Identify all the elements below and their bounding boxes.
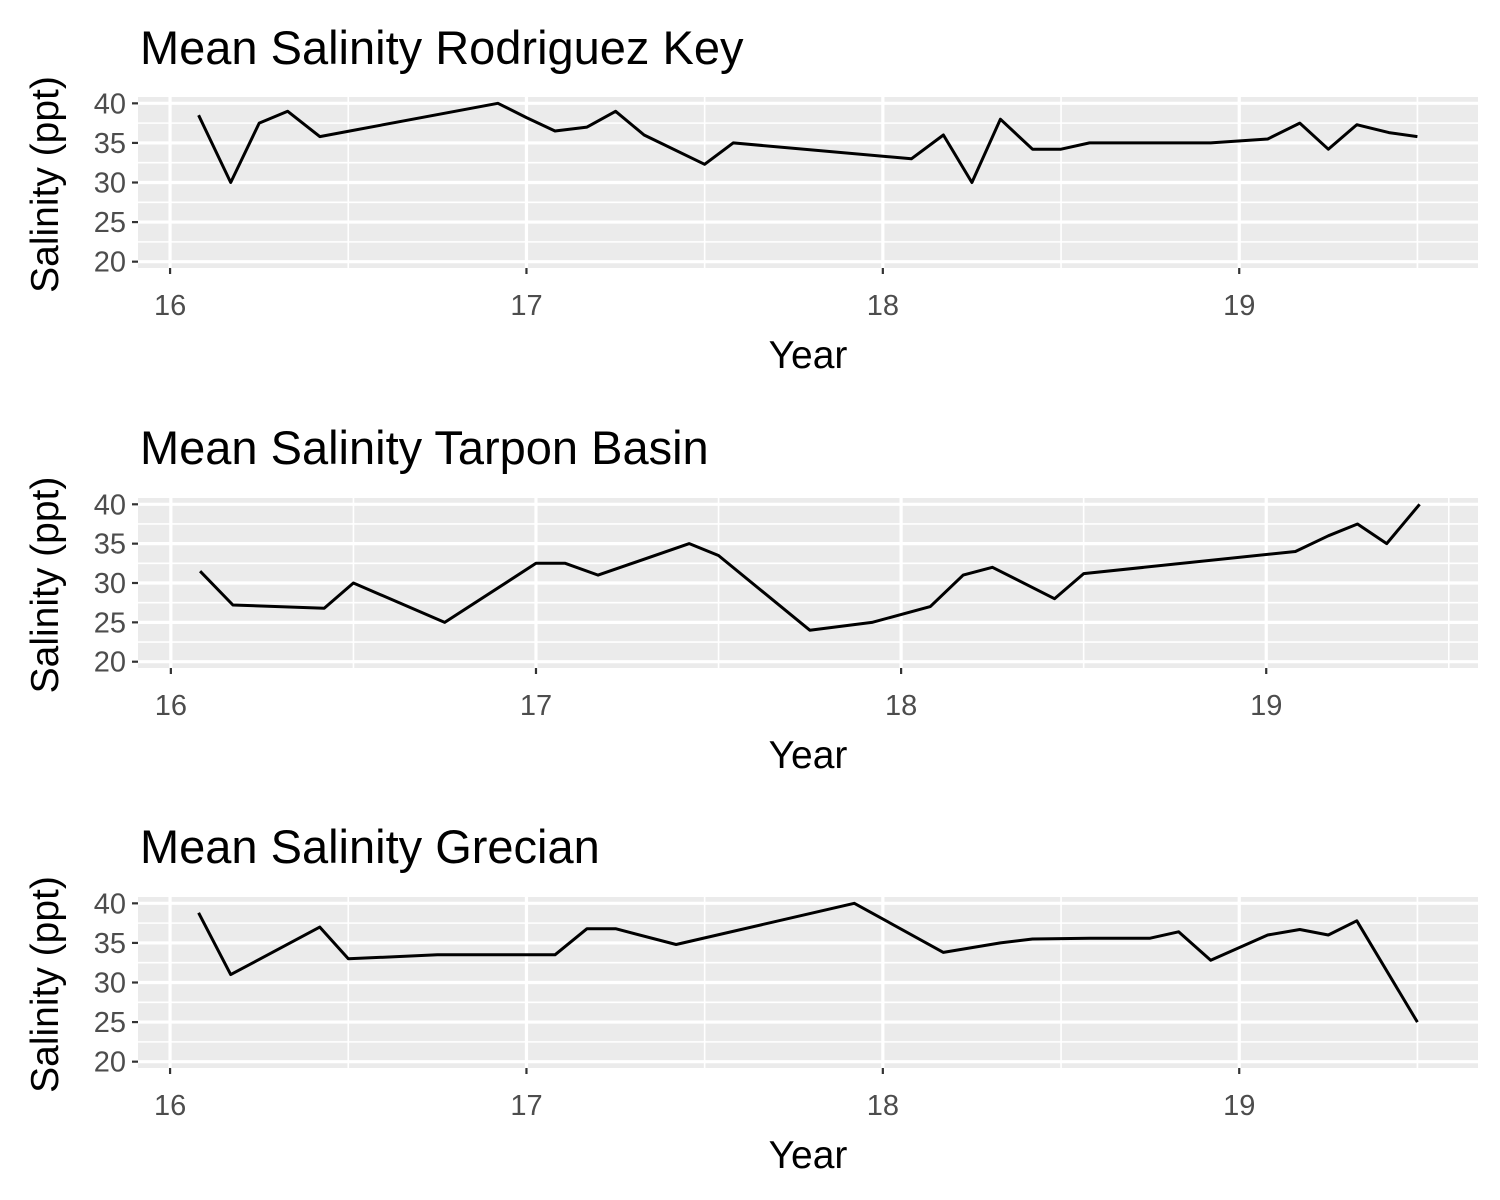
- x-tick-label: 16: [154, 1090, 186, 1122]
- y-axis-title: Salinity (ppt): [24, 76, 67, 293]
- x-tick-label: 16: [155, 690, 187, 722]
- y-tick-label: 35: [94, 928, 126, 960]
- chart-title: Mean Salinity Tarpon Basin: [140, 421, 709, 474]
- salinity-line: [197, 901, 1419, 1023]
- y-tick-label: 20: [94, 1047, 126, 1079]
- x-tick-label: 19: [1223, 290, 1255, 322]
- y-tick-label: 20: [94, 247, 126, 279]
- x-axis-title: Year: [769, 734, 848, 777]
- x-axis-title: Year: [769, 334, 848, 377]
- y-tick-label: 30: [94, 968, 126, 1000]
- x-tick-label: 17: [510, 290, 542, 322]
- y-axis-title: Salinity (ppt): [24, 876, 67, 1093]
- y-tick-label: 30: [94, 168, 126, 200]
- y-tick-label: 35: [94, 128, 126, 160]
- y-tick-label: 40: [94, 888, 126, 920]
- x-axis-title: Year: [769, 1134, 848, 1177]
- y-tick-label: 40: [94, 489, 126, 521]
- chart-panel-2: Mean Salinity Tarpon Basin 20 25 30 35 40 16 17…: [24, 421, 1478, 777]
- x-tick-label: 19: [1250, 690, 1282, 722]
- chart-title: Mean Salinity Rodriguez Key: [140, 21, 744, 74]
- x-tick-label: 17: [510, 1090, 542, 1122]
- x-tick-label: 19: [1223, 1090, 1255, 1122]
- x-tick-label: 18: [867, 1090, 899, 1122]
- chart-panel-3: Mean Salinity Grecian 20 25 30 35 40 16 17 18 19 Y…: [24, 820, 1478, 1177]
- y-axis-title: Salinity (ppt): [24, 477, 67, 694]
- x-tick-label: 18: [867, 290, 899, 322]
- chart-title: Mean Salinity Grecian: [140, 820, 600, 873]
- y-tick-label: 25: [94, 207, 126, 239]
- chart-panel-1: Mean Salinity Rodriguez Key 20 25 30 35 40 16 1…: [24, 21, 1478, 377]
- y-tick-label: 40: [94, 88, 126, 120]
- y-tick-label: 25: [94, 1007, 126, 1039]
- x-tick-label: 17: [520, 690, 552, 722]
- x-tick-label: 18: [885, 690, 917, 722]
- salinity-line: [197, 101, 1418, 184]
- x-tick-label: 16: [154, 290, 186, 322]
- y-tick-label: 30: [94, 568, 126, 600]
- salinity-line: [199, 503, 1421, 632]
- y-tick-label: 35: [94, 529, 126, 561]
- y-tick-label: 20: [94, 647, 126, 679]
- y-tick-label: 25: [94, 607, 126, 639]
